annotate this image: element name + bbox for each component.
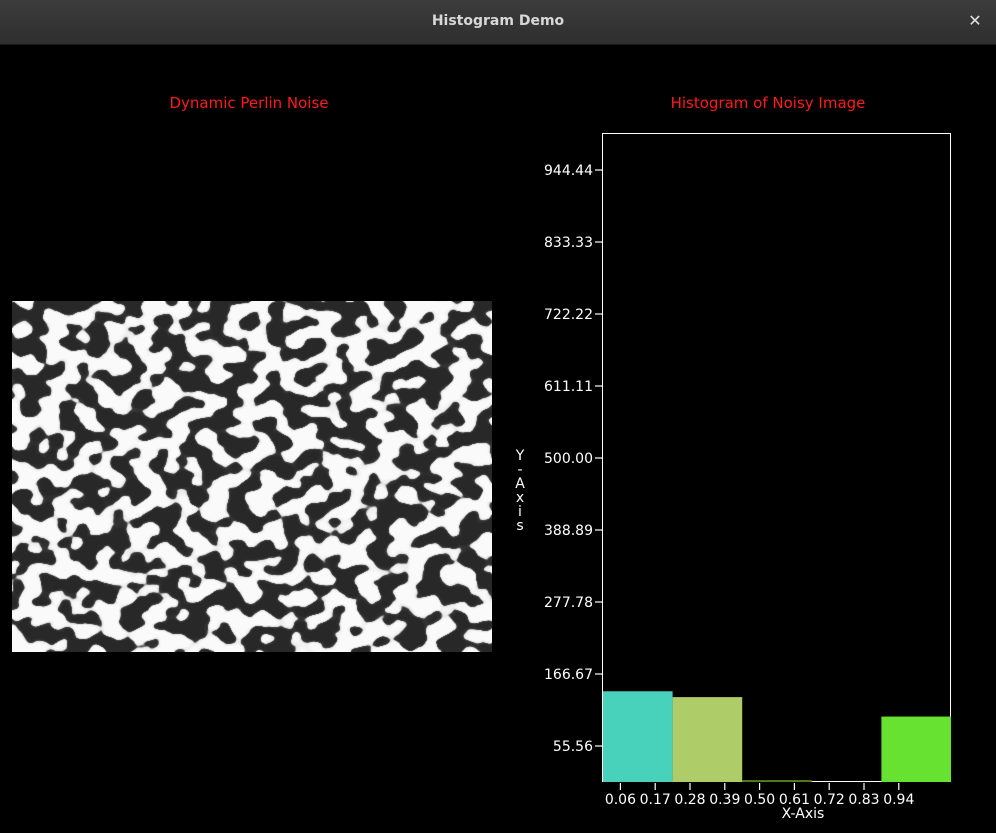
histogram-bar	[881, 716, 951, 782]
y-axis-label-char: A	[515, 476, 525, 492]
y-axis-label-char: i	[518, 504, 522, 520]
x-tick-label: 0.50	[744, 792, 775, 808]
y-axis-label: Y-Axis	[515, 448, 525, 534]
plot-frame	[602, 133, 951, 782]
x-tick-label: 0.17	[640, 792, 671, 808]
x-tick-label: 0.39	[709, 792, 740, 808]
y-tick-label: 277.78	[544, 595, 593, 611]
y-tick-label: 611.11	[544, 379, 593, 395]
histogram-bar	[742, 780, 812, 782]
x-tick-label: 0.72	[814, 792, 845, 808]
y-axis-label-char: -	[517, 462, 522, 478]
histogram-bar	[672, 697, 743, 782]
y-tick-label: 55.56	[553, 739, 593, 755]
x-tick-label: 0.06	[605, 792, 636, 808]
y-axis-label-char: Y	[515, 448, 525, 464]
y-tick-label: 722.22	[544, 307, 593, 323]
window-title: Histogram Demo	[431, 13, 565, 29]
close-icon[interactable]: ✕	[968, 11, 982, 30]
x-tick-label: 0.28	[674, 792, 705, 808]
x-tick-label: 0.83	[848, 792, 879, 808]
x-axis-label: X-Axis	[782, 806, 825, 822]
y-tick-label: 833.33	[544, 235, 593, 251]
y-axis-label-char: s	[516, 518, 523, 534]
histogram-caption: Histogram of Noisy Image	[670, 94, 866, 112]
title-bar: Histogram Demo ✕	[0, 0, 996, 45]
y-tick-label: 500.00	[544, 451, 593, 467]
y-tick-label: 166.67	[544, 667, 593, 683]
histogram-bar	[603, 691, 673, 782]
x-tick-label: 0.94	[883, 792, 914, 808]
y-tick-label: 944.44	[544, 163, 593, 179]
perlin-noise-image	[12, 301, 492, 652]
y-tick-label: 388.89	[544, 523, 593, 539]
noise-caption: Dynamic Perlin Noise	[169, 94, 329, 112]
y-axis-label-char: x	[516, 490, 524, 506]
x-tick-label: 0.61	[779, 792, 810, 808]
